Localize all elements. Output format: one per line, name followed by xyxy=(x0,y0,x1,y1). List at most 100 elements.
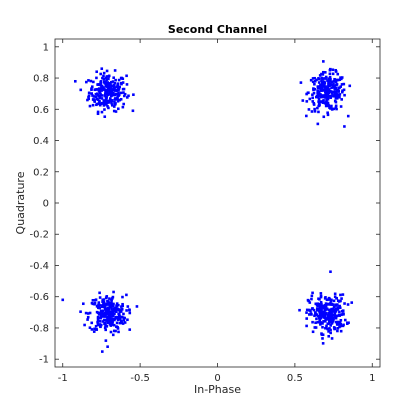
data-point xyxy=(121,302,124,306)
data-point xyxy=(311,320,314,324)
data-point xyxy=(326,111,329,115)
data-point xyxy=(118,316,122,320)
data-point xyxy=(317,85,321,89)
data-point xyxy=(332,82,335,86)
data-point xyxy=(121,304,124,308)
x-tick-label: 0 xyxy=(214,373,220,384)
data-point xyxy=(100,67,104,70)
data-point xyxy=(103,306,107,309)
data-point xyxy=(98,320,102,323)
data-point xyxy=(86,312,90,315)
data-point xyxy=(332,94,335,97)
data-point xyxy=(111,99,114,102)
data-point xyxy=(326,318,329,321)
data-point xyxy=(326,79,329,82)
data-point xyxy=(322,99,325,102)
data-point xyxy=(116,93,120,96)
data-point xyxy=(321,101,325,104)
data-point xyxy=(326,327,329,331)
data-point xyxy=(338,306,342,310)
data-point xyxy=(335,322,339,326)
data-point xyxy=(95,70,98,74)
data-point xyxy=(334,315,337,318)
data-point xyxy=(314,326,318,329)
data-point xyxy=(305,114,308,118)
data-point xyxy=(305,92,308,96)
data-point xyxy=(334,70,338,73)
data-point xyxy=(113,98,117,101)
data-point xyxy=(94,324,98,328)
data-point xyxy=(99,83,102,87)
data-point xyxy=(82,302,85,306)
data-point xyxy=(119,76,123,80)
data-point xyxy=(335,83,338,87)
data-point xyxy=(310,294,314,298)
data-point xyxy=(110,101,113,105)
data-point xyxy=(104,82,107,86)
data-point xyxy=(122,312,125,316)
data-point xyxy=(319,84,322,88)
data-point xyxy=(316,302,320,305)
data-point xyxy=(314,302,318,306)
data-point xyxy=(104,81,107,84)
data-point xyxy=(336,307,340,310)
data-point xyxy=(332,90,335,94)
data-point xyxy=(315,307,319,310)
data-point xyxy=(330,315,333,318)
data-point xyxy=(107,300,110,303)
data-point xyxy=(116,307,119,311)
data-point xyxy=(346,303,350,306)
data-point xyxy=(320,95,323,99)
data-point xyxy=(112,323,116,327)
y-tick-label: 0.2 xyxy=(33,167,49,178)
data-point xyxy=(112,311,115,315)
data-point xyxy=(100,313,103,316)
data-point xyxy=(317,316,321,320)
data-point xyxy=(112,318,116,322)
data-point xyxy=(310,110,314,113)
data-point xyxy=(324,326,327,330)
data-point xyxy=(318,74,322,77)
data-point xyxy=(317,92,321,96)
y-tick-label: -0.8 xyxy=(29,323,49,334)
data-point xyxy=(98,296,102,299)
data-point xyxy=(336,299,340,303)
data-point xyxy=(112,83,116,87)
data-point xyxy=(123,92,127,96)
data-point xyxy=(324,316,327,320)
data-point xyxy=(102,71,106,75)
data-point xyxy=(314,311,317,314)
data-point xyxy=(308,301,312,304)
data-point xyxy=(112,85,115,89)
data-point xyxy=(74,79,77,83)
y-tick-label: -1 xyxy=(39,355,49,366)
data-point xyxy=(328,95,332,98)
data-point xyxy=(102,305,105,308)
data-point xyxy=(312,103,316,106)
data-point xyxy=(108,91,112,95)
data-point xyxy=(343,93,346,97)
data-point xyxy=(325,324,328,328)
data-point xyxy=(93,88,97,92)
data-point xyxy=(350,301,354,304)
data-point xyxy=(98,99,101,103)
data-point xyxy=(103,115,107,118)
data-point xyxy=(339,319,343,322)
data-point xyxy=(336,303,339,306)
data-point xyxy=(324,75,328,79)
data-point xyxy=(298,308,301,312)
data-point xyxy=(322,83,326,87)
data-point xyxy=(318,318,322,322)
data-point xyxy=(114,310,118,314)
data-point xyxy=(328,106,331,109)
data-point xyxy=(120,305,123,308)
data-point xyxy=(118,310,122,313)
data-point xyxy=(102,302,105,306)
data-point xyxy=(110,311,113,315)
data-point xyxy=(305,311,308,314)
data-point xyxy=(105,295,109,298)
data-point xyxy=(97,94,100,98)
data-point xyxy=(122,91,125,94)
data-point xyxy=(328,75,332,79)
data-point xyxy=(327,334,331,338)
